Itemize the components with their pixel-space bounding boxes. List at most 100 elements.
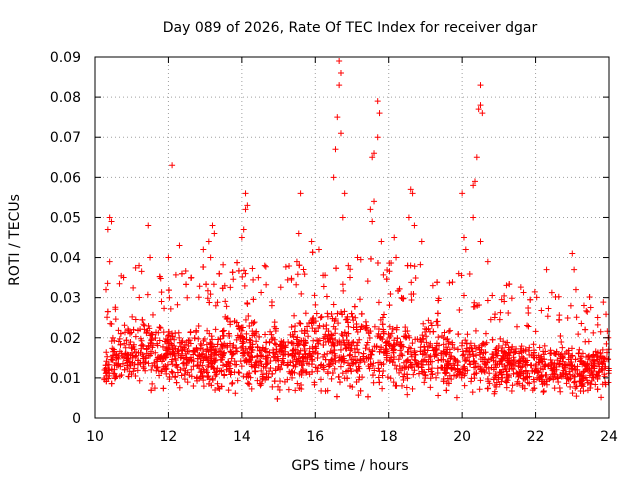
data-point bbox=[400, 343, 407, 350]
data-point bbox=[355, 392, 362, 399]
data-point bbox=[347, 347, 354, 354]
data-point bbox=[371, 323, 378, 330]
data-point bbox=[296, 351, 303, 358]
data-point bbox=[564, 361, 571, 368]
data-point bbox=[281, 378, 288, 385]
data-point bbox=[347, 274, 354, 281]
data-point bbox=[492, 346, 499, 353]
data-point bbox=[458, 272, 465, 279]
data-point bbox=[167, 305, 174, 312]
data-point bbox=[594, 314, 601, 321]
data-point bbox=[157, 355, 164, 362]
data-point bbox=[268, 331, 275, 338]
data-point bbox=[259, 344, 266, 351]
data-point bbox=[341, 339, 348, 346]
data-point bbox=[569, 390, 576, 397]
data-point bbox=[363, 324, 370, 331]
data-point bbox=[354, 368, 361, 375]
data-point bbox=[205, 373, 212, 380]
data-point bbox=[285, 386, 292, 393]
data-point bbox=[470, 303, 477, 310]
data-point bbox=[427, 384, 434, 391]
data-point bbox=[499, 344, 506, 351]
data-point bbox=[559, 353, 566, 360]
data-point bbox=[573, 393, 580, 400]
x-tick-label: 18 bbox=[380, 429, 398, 445]
data-point bbox=[186, 348, 193, 355]
data-point bbox=[250, 296, 257, 303]
data-point bbox=[404, 375, 411, 382]
data-point bbox=[445, 328, 452, 335]
data-point bbox=[300, 266, 307, 273]
data-point bbox=[244, 380, 251, 387]
data-point bbox=[524, 379, 531, 386]
tick-labels: 10 12 14 16 18 20 22 24 0 0.01 0.02 0.03 0.04 0.05 0.0… bbox=[50, 50, 618, 445]
data-point bbox=[244, 300, 251, 307]
data-point bbox=[547, 350, 554, 357]
data-point bbox=[470, 359, 477, 366]
data-point bbox=[491, 388, 498, 395]
data-point bbox=[490, 354, 497, 361]
data-point bbox=[248, 319, 255, 326]
data-point bbox=[401, 364, 408, 371]
data-point bbox=[457, 369, 464, 376]
data-point bbox=[467, 361, 474, 368]
data-point bbox=[267, 358, 274, 365]
data-point bbox=[516, 357, 523, 364]
x-tick-label: 12 bbox=[160, 429, 178, 445]
data-point bbox=[134, 327, 141, 334]
data-point bbox=[162, 347, 169, 354]
data-point bbox=[314, 337, 321, 344]
data-point bbox=[245, 313, 252, 320]
data-point bbox=[603, 340, 610, 347]
data-point bbox=[234, 259, 241, 266]
data-point bbox=[520, 347, 527, 354]
data-point bbox=[460, 292, 467, 299]
data-point bbox=[379, 336, 386, 343]
data-point bbox=[263, 348, 270, 355]
data-point bbox=[518, 343, 525, 350]
data-point bbox=[388, 354, 395, 361]
data-point bbox=[500, 348, 507, 355]
data-point bbox=[135, 357, 142, 364]
data-point bbox=[166, 346, 173, 353]
data-point bbox=[120, 354, 127, 361]
data-point bbox=[124, 351, 131, 358]
data-point bbox=[263, 281, 270, 288]
x-tick-label: 14 bbox=[233, 429, 251, 445]
data-point bbox=[313, 345, 320, 352]
data-point bbox=[325, 338, 332, 345]
data-point bbox=[445, 338, 452, 345]
data-point bbox=[598, 394, 605, 401]
data-point bbox=[462, 246, 469, 253]
data-point bbox=[387, 375, 394, 382]
data-point bbox=[503, 379, 510, 386]
data-point bbox=[373, 343, 380, 350]
data-point bbox=[117, 330, 124, 337]
data-point bbox=[411, 263, 418, 270]
data-point bbox=[540, 387, 547, 394]
data-point bbox=[295, 341, 302, 348]
data-point bbox=[290, 362, 297, 369]
data-point bbox=[185, 342, 192, 349]
data-point bbox=[438, 364, 445, 371]
data-point bbox=[576, 378, 583, 385]
y-axis-label: ROTI / TECUs bbox=[7, 194, 23, 286]
data-point bbox=[420, 320, 427, 327]
data-point bbox=[215, 385, 222, 392]
data-point bbox=[322, 388, 329, 395]
data-point bbox=[390, 349, 397, 356]
data-point bbox=[462, 367, 469, 374]
data-point bbox=[509, 382, 516, 389]
data-point bbox=[280, 355, 287, 362]
data-point bbox=[434, 310, 441, 317]
data-point bbox=[111, 337, 118, 344]
data-point bbox=[435, 297, 442, 304]
y-tick-label: 0 bbox=[72, 411, 81, 427]
data-point bbox=[582, 326, 589, 333]
data-point bbox=[143, 345, 150, 352]
data-point bbox=[112, 316, 119, 323]
data-point bbox=[314, 350, 321, 357]
data-point bbox=[277, 284, 284, 291]
data-point bbox=[298, 361, 305, 368]
